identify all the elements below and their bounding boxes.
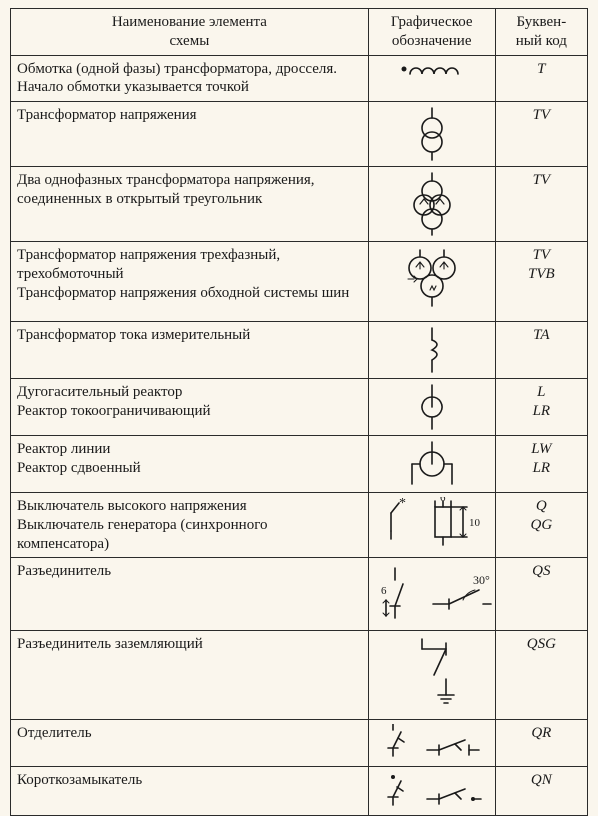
element-name: Отделитель — [11, 720, 369, 767]
col-name: Наименование элементасхемы — [11, 9, 369, 56]
element-name: Короткозамыкатель — [11, 767, 369, 816]
element-name: Разъединитель — [11, 558, 369, 631]
table-row: Дугогасительный реакторРеактор токоогран… — [11, 379, 588, 436]
table-row: Разъединитель заземляющий QSG — [11, 631, 588, 720]
element-code: TA — [495, 322, 587, 379]
code-value: Q — [502, 497, 581, 516]
code-value: LR — [502, 402, 581, 421]
table-row: Отделитель QR — [11, 720, 588, 767]
element-name: Дугогасительный реакторРеактор токоогран… — [11, 379, 369, 436]
element-symbol — [368, 55, 495, 102]
code-value: TVB — [502, 265, 581, 284]
element-name: Трансформатор напряжения — [11, 102, 369, 167]
element-code: QS — [495, 558, 587, 631]
element-symbol — [368, 631, 495, 720]
element-code: TV — [495, 102, 587, 167]
element-code: QQG — [495, 493, 587, 558]
element-symbol — [368, 167, 495, 242]
code-value: QS — [502, 562, 581, 581]
col-code: Буквен-ный код — [495, 9, 587, 56]
table-row: Трансформатор напряжения трехфазный, тре… — [11, 242, 588, 322]
code-value: QSG — [502, 635, 581, 654]
code-value: TV — [502, 106, 581, 125]
code-value: TV — [502, 171, 581, 190]
element-code: TV — [495, 167, 587, 242]
element-symbol — [368, 379, 495, 436]
table-row: Разъединитель 6 30° QS — [11, 558, 588, 631]
svg-text:30°: 30° — [473, 573, 490, 587]
table-row: Обмотка (одной фазы) трансформатора, дро… — [11, 55, 588, 102]
table-row: Трансформатор тока измерительный TA — [11, 322, 588, 379]
element-symbol — [368, 102, 495, 167]
svg-text:*: * — [399, 497, 406, 511]
element-symbol — [368, 436, 495, 493]
element-name: Выключатель высокого напряженияВыключате… — [11, 493, 369, 558]
code-value: LR — [502, 459, 581, 478]
element-name: Обмотка (одной фазы) трансформатора, дро… — [11, 55, 369, 102]
page: Наименование элементасхемы Графическоеоб… — [0, 0, 598, 804]
code-value: L — [502, 383, 581, 402]
element-symbol — [368, 720, 495, 767]
element-symbol: * 6 10 — [368, 493, 495, 558]
table-row: Выключатель высокого напряженияВыключате… — [11, 493, 588, 558]
code-value: QR — [502, 724, 581, 743]
code-value: QN — [502, 771, 581, 790]
element-code: LLR — [495, 379, 587, 436]
table-row: Реактор линииРеактор сдвоенный LWLR — [11, 436, 588, 493]
element-name: Разъединитель заземляющий — [11, 631, 369, 720]
col-symbol: Графическоеобозначение — [368, 9, 495, 56]
code-value: T — [502, 60, 581, 79]
element-symbol — [368, 767, 495, 816]
element-code: QN — [495, 767, 587, 816]
code-value: LW — [502, 440, 581, 459]
element-symbol: 6 30° — [368, 558, 495, 631]
element-name: Трансформатор напряжения трехфазный, тре… — [11, 242, 369, 322]
code-value: QG — [502, 516, 581, 535]
element-code: T — [495, 55, 587, 102]
element-symbol — [368, 242, 495, 322]
table-row: Два однофазных трансформатора напряжения… — [11, 167, 588, 242]
element-name: Трансформатор тока измерительный — [11, 322, 369, 379]
svg-text:6: 6 — [440, 497, 446, 504]
table-row: Короткозамыкатель QN — [11, 767, 588, 816]
table-body: Обмотка (одной фазы) трансформатора, дро… — [11, 55, 588, 816]
element-code: LWLR — [495, 436, 587, 493]
header-row: Наименование элементасхемы Графическоеоб… — [11, 9, 588, 56]
svg-text:10: 10 — [469, 517, 481, 529]
element-code: QSG — [495, 631, 587, 720]
element-symbol — [368, 322, 495, 379]
svg-text:6: 6 — [381, 585, 387, 597]
elements-table: Наименование элементасхемы Графическоеоб… — [10, 8, 588, 816]
element-code: QR — [495, 720, 587, 767]
code-value: TA — [502, 326, 581, 345]
code-value: TV — [502, 246, 581, 265]
element-name: Реактор линииРеактор сдвоенный — [11, 436, 369, 493]
table-row: Трансформатор напряжения TV — [11, 102, 588, 167]
element-name: Два однофазных трансформатора напряжения… — [11, 167, 369, 242]
element-code: TVTVB — [495, 242, 587, 322]
